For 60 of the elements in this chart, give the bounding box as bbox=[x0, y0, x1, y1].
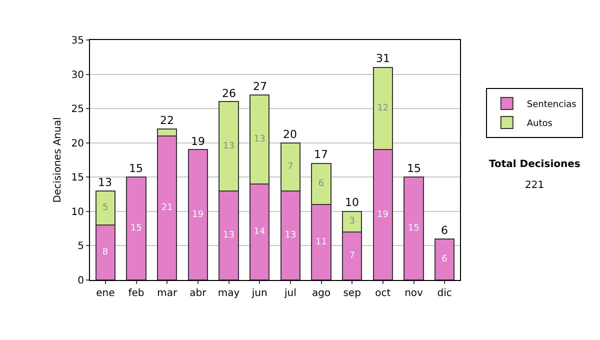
data-label: 8 bbox=[102, 248, 108, 258]
x-tick-label: ene bbox=[96, 288, 115, 299]
total-label: 31 bbox=[376, 52, 390, 65]
data-label: 21 bbox=[161, 203, 173, 213]
y-tick-label: 10 bbox=[71, 206, 84, 218]
data-label: 14 bbox=[254, 227, 266, 237]
total-label: 15 bbox=[407, 162, 421, 175]
data-label: 12 bbox=[377, 104, 389, 114]
data-label: 6 bbox=[442, 254, 448, 264]
x-tick-label: sep bbox=[343, 288, 361, 299]
x-tick-label: may bbox=[218, 288, 240, 299]
x-tick-label: jun bbox=[250, 288, 268, 299]
total-label: 17 bbox=[314, 148, 328, 161]
data-label: 11 bbox=[316, 237, 327, 248]
bar bbox=[434, 238, 455, 280]
data-label: 15 bbox=[130, 224, 142, 234]
y-tick-label: 15 bbox=[71, 172, 84, 184]
total-label: 26 bbox=[222, 87, 236, 100]
y-tick-label: 0 bbox=[78, 276, 84, 286]
y-tick-label: 5 bbox=[78, 241, 84, 252]
x-tick-label: oct bbox=[375, 288, 391, 299]
data-label: 13 bbox=[254, 134, 266, 144]
data-label: 19 bbox=[192, 210, 204, 220]
x-tick-label: nov bbox=[404, 288, 424, 299]
data-label: 3 bbox=[349, 216, 355, 227]
total-label: 15 bbox=[129, 162, 143, 175]
total-label: 19 bbox=[191, 135, 205, 148]
total-label: 6 bbox=[441, 224, 448, 237]
legend-label: Autos bbox=[526, 119, 553, 130]
y-tick-label: 30 bbox=[71, 70, 84, 81]
total-label: 13 bbox=[98, 176, 112, 189]
y-tick-label: 25 bbox=[71, 104, 84, 116]
total-label: 22 bbox=[160, 114, 174, 127]
x-tick-label: abr bbox=[190, 288, 208, 299]
total-label: 20 bbox=[283, 128, 297, 141]
data-label: 15 bbox=[408, 224, 420, 234]
total-label: 10 bbox=[345, 196, 359, 209]
data-label: 5 bbox=[102, 203, 108, 213]
bar bbox=[188, 149, 208, 280]
x-tick-label: feb bbox=[128, 288, 144, 299]
bar bbox=[126, 176, 146, 280]
total-label: 27 bbox=[253, 80, 267, 93]
data-label: 19 bbox=[377, 210, 389, 220]
y-tick-label: 20 bbox=[71, 138, 84, 150]
x-tick-label: mar bbox=[157, 288, 178, 299]
data-label: 13 bbox=[223, 141, 234, 152]
data-label: 13 bbox=[223, 230, 234, 240]
data-label: 13 bbox=[284, 230, 296, 240]
text: Total Decisiones bbox=[489, 159, 580, 170]
x-tick-label: ago bbox=[312, 288, 331, 299]
legend-label: Sentencias bbox=[526, 100, 577, 110]
data-label: 6 bbox=[318, 179, 324, 189]
bar bbox=[404, 176, 424, 280]
text: 221 bbox=[525, 180, 544, 191]
x-tick-label: dic bbox=[437, 288, 452, 299]
y-axis-title: Decisiones Anual bbox=[52, 117, 64, 203]
y-tick-label: 35 bbox=[71, 36, 84, 46]
x-tick-label: jul bbox=[283, 288, 296, 299]
data-label: 7 bbox=[349, 251, 355, 261]
data-label: 7 bbox=[288, 162, 294, 172]
